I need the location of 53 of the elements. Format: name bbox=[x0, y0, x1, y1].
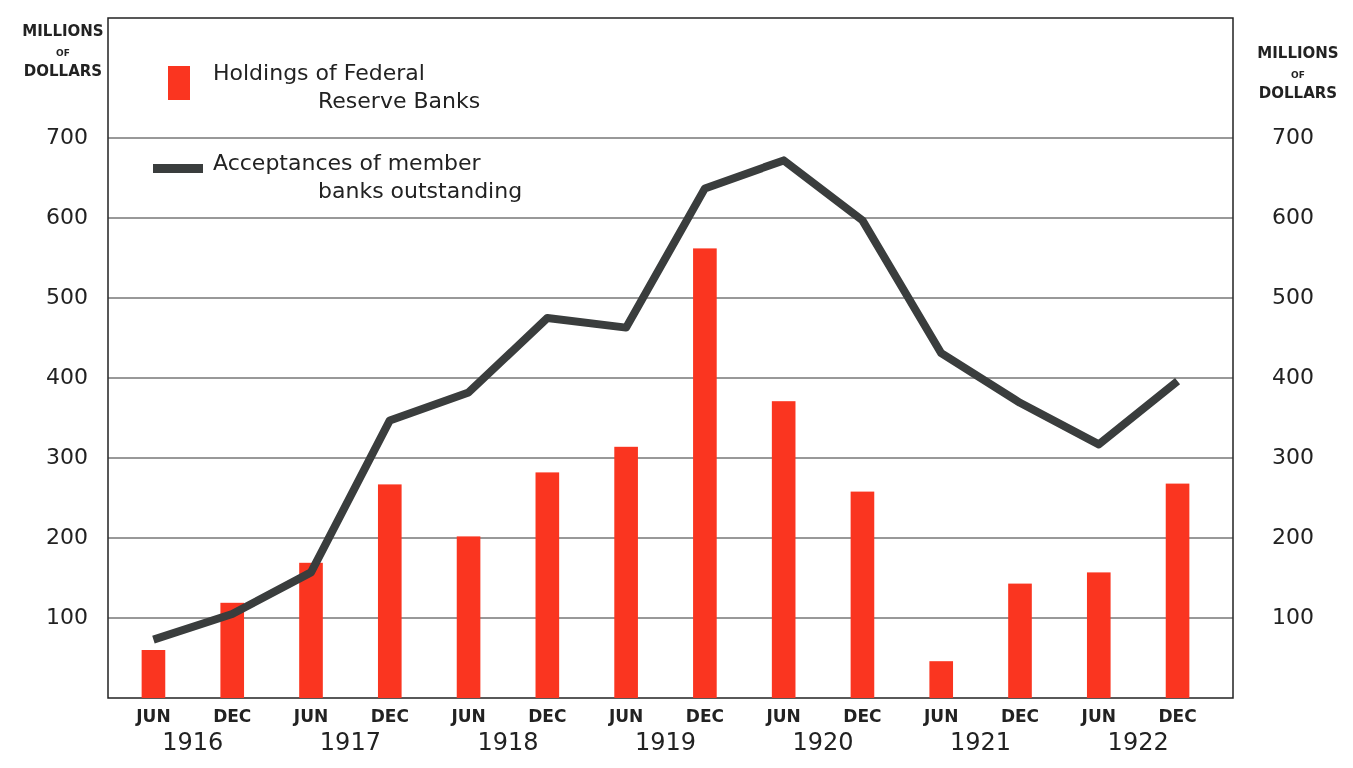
y2-tick-label: 300 bbox=[1272, 444, 1314, 469]
bar bbox=[299, 562, 323, 698]
x-tick-label: JUN bbox=[1080, 706, 1116, 726]
x-tick-label: DEC bbox=[528, 706, 567, 726]
bar bbox=[1165, 483, 1190, 698]
y-tick-label: 300 bbox=[46, 444, 88, 469]
y-axis-title: MILLIONS OF DOLLARS bbox=[22, 22, 104, 80]
text: 1920 bbox=[792, 728, 854, 756]
y-tick-label: 200 bbox=[46, 524, 88, 549]
y2-axis-title: MILLIONS OF DOLLARS bbox=[1257, 44, 1339, 102]
text: 1922 bbox=[1107, 728, 1169, 756]
x-tick-label: DEC bbox=[843, 706, 882, 726]
bar bbox=[771, 401, 796, 698]
x-tick-label: JUN bbox=[607, 706, 644, 726]
y2-tick-label: 600 bbox=[1272, 204, 1314, 229]
y-tick-label: 400 bbox=[46, 364, 88, 389]
legend-label: Acceptances of member banks outstanding bbox=[213, 150, 523, 203]
bar bbox=[535, 472, 560, 698]
x-tick-label: DEC bbox=[1158, 706, 1197, 726]
bar bbox=[1008, 583, 1032, 698]
y2-tick-label: 200 bbox=[1272, 524, 1314, 549]
bar bbox=[1086, 572, 1111, 698]
y2-tick-label: 400 bbox=[1272, 364, 1314, 389]
x-tick-label: JUN bbox=[765, 706, 801, 726]
text: 1917 bbox=[319, 728, 381, 756]
x-tick-label: DEC bbox=[685, 706, 724, 726]
y-tick-label: 700 bbox=[46, 124, 88, 149]
bar bbox=[614, 446, 638, 698]
x-tick-label: JUN bbox=[135, 706, 171, 726]
bar bbox=[456, 536, 481, 698]
y2-tick-label: 500 bbox=[1272, 284, 1314, 309]
text: 1918 bbox=[477, 728, 539, 756]
y-tick-label: 600 bbox=[46, 204, 88, 229]
legend-label: Holdings of Federal Reserve Banks bbox=[213, 60, 481, 113]
x-tick-label: JUN bbox=[292, 706, 329, 726]
bar bbox=[850, 491, 875, 698]
x-tick-label: JUN bbox=[450, 706, 486, 726]
bar bbox=[141, 650, 166, 698]
x-tick-label: JUN bbox=[923, 706, 959, 726]
text: 1916 bbox=[162, 728, 224, 756]
x-tick-label: DEC bbox=[1000, 706, 1040, 726]
y2-tick-label: 700 bbox=[1272, 124, 1314, 149]
bar bbox=[693, 248, 717, 698]
x-tick-label: DEC bbox=[370, 706, 409, 726]
y-tick-label: 500 bbox=[46, 284, 88, 309]
y2-tick-label: 100 bbox=[1272, 604, 1314, 629]
x-tick-label: DEC bbox=[213, 706, 252, 726]
text: 1921 bbox=[950, 728, 1012, 756]
y-tick-label: 100 bbox=[46, 604, 88, 629]
bar bbox=[220, 602, 245, 698]
text: 1919 bbox=[634, 728, 697, 756]
bar bbox=[377, 484, 402, 698]
bar bbox=[929, 661, 954, 698]
